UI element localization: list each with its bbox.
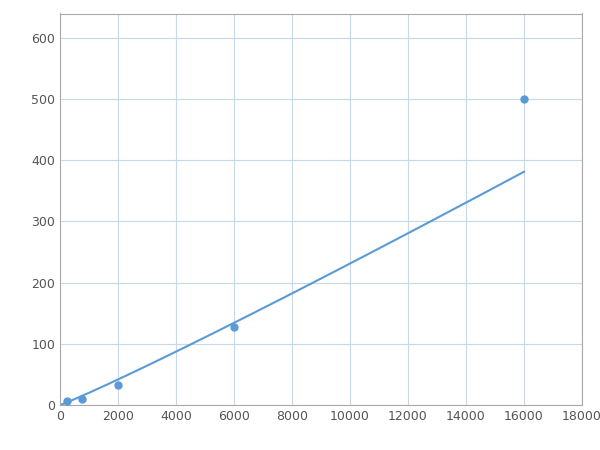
- Point: [113, 382, 123, 389]
- Point: [77, 395, 86, 402]
- Point: [229, 323, 239, 330]
- Point: [62, 397, 72, 404]
- Point: [519, 95, 529, 103]
